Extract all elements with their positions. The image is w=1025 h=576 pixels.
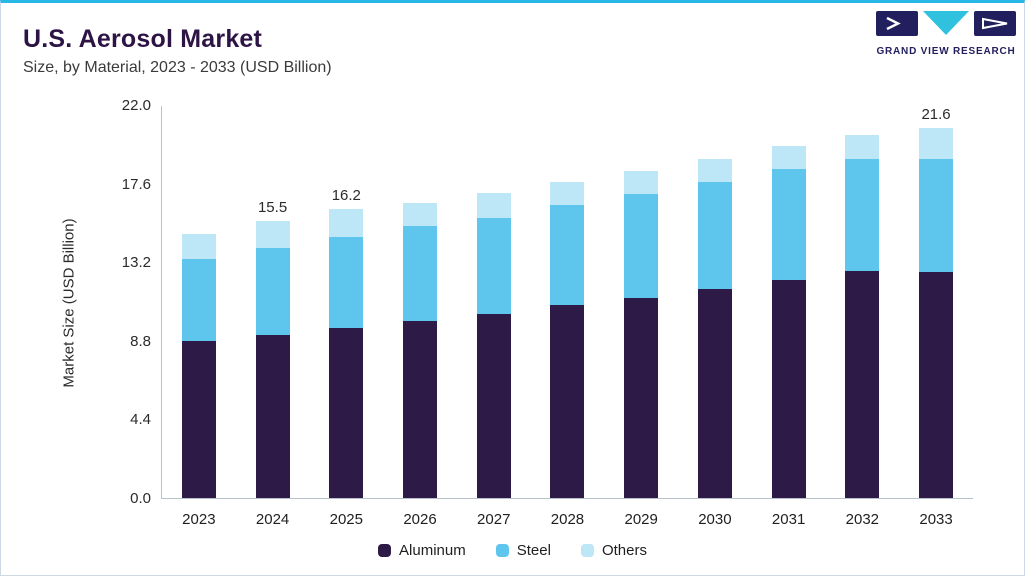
legend-item-others: Others <box>580 542 647 559</box>
bar-segment-others <box>919 128 954 159</box>
bar-segment-steel <box>771 169 806 281</box>
y-tick-label: 17.6 <box>121 175 151 193</box>
y-tick-label: 8.8 <box>130 332 151 350</box>
legend-item-steel: Steel <box>495 542 551 559</box>
bar-segment-aluminum <box>476 314 511 498</box>
bar-segment-others <box>550 181 585 206</box>
legend-label: Steel <box>516 542 551 559</box>
bar-segment-steel <box>329 237 364 329</box>
bar-value-label: 21.6 <box>921 106 951 123</box>
bar-segment-others <box>181 233 216 259</box>
chart-header: U.S. Aerosol Market Size, by Material, 2… <box>23 25 1002 77</box>
grand-view-research-logo: GRAND VIEW RESEARCH <box>872 11 1020 57</box>
legend-marker-icon <box>378 544 392 557</box>
y-tick-label: 13.2 <box>121 254 151 272</box>
legend-label: Aluminum <box>399 542 466 559</box>
bar-segment-others <box>697 158 732 182</box>
x-tick-label: 2032 <box>845 511 880 528</box>
bar-segment-others <box>476 192 511 218</box>
y-tick-label: 0.0 <box>130 490 151 507</box>
logo-mark-icon <box>876 11 1016 36</box>
bar-segment-steel <box>476 217 511 315</box>
plot-area: 2023 15.5 2024 16.2 2025 2026 2027 2028 2029 2030… <box>161 106 973 528</box>
bar-segment-aluminum <box>329 328 364 498</box>
bar-segment-steel <box>403 226 438 322</box>
bar-segment-steel <box>919 158 954 272</box>
x-tick-label: 2023 <box>182 511 216 528</box>
x-tick-label: 2029 <box>624 511 658 528</box>
chart-subtitle: Size, by Material, 2023 - 2033 (USD Bill… <box>23 59 332 76</box>
bar-2027: 2027 <box>476 106 511 528</box>
bar-segment-steel <box>845 158 880 272</box>
bar-segment-aluminum <box>771 280 806 498</box>
y-tick-label: 22.0 <box>121 97 151 114</box>
bar-segment-others <box>329 208 364 238</box>
bar-segment-others <box>403 203 438 227</box>
bar-segment-aluminum <box>697 289 732 498</box>
bar-2032: 2032 <box>845 106 880 528</box>
bar-segment-steel <box>697 181 732 289</box>
bar-value-label: 16.2 <box>331 186 361 204</box>
bar-value-label: 15.5 <box>257 199 288 217</box>
chart-title: U.S. Aerosol Market <box>23 25 263 53</box>
bar-2031: 2031 <box>771 106 806 528</box>
bar-segment-steel <box>624 194 659 298</box>
bar-segment-steel <box>181 258 216 341</box>
bar-segment-others <box>845 135 880 159</box>
bar-2028: 2028 <box>550 106 585 528</box>
x-tick-label: 2026 <box>403 511 437 528</box>
bar-segment-others <box>624 171 659 195</box>
x-tick-label: 2027 <box>477 511 511 528</box>
bar-2029: 2029 <box>624 106 659 528</box>
bar-segment-steel <box>255 247 290 336</box>
logo-text: GRAND VIEW RESEARCH <box>876 46 1016 57</box>
bar-2030: 2030 <box>697 106 732 528</box>
bar-segment-aluminum <box>845 271 880 498</box>
bar-segment-others <box>255 221 290 248</box>
bar-segment-aluminum <box>255 335 290 498</box>
bar-segment-aluminum <box>181 340 216 498</box>
x-tick-label: 2028 <box>550 511 585 528</box>
bar-segment-aluminum <box>624 297 659 498</box>
legend-label: Others <box>601 542 647 559</box>
bar-2023: 2023 <box>181 106 216 528</box>
legend-marker-icon <box>495 544 509 557</box>
bar-segment-aluminum <box>403 321 438 498</box>
x-tick-label: 2030 <box>698 511 732 528</box>
y-tick-label: 4.4 <box>130 411 151 429</box>
bar-segment-others <box>771 146 806 170</box>
bar-segment-aluminum <box>550 305 585 498</box>
bar-2025: 16.2 2025 <box>329 106 364 528</box>
bar-2024: 15.5 2024 <box>255 106 290 528</box>
chart-legend: Aluminum Steel Others <box>1 542 1024 559</box>
x-tick-label: 2025 <box>329 511 363 528</box>
x-tick-label: 2031 <box>771 511 806 528</box>
x-tick-label: 2033 <box>919 511 953 528</box>
bar-segment-steel <box>550 205 585 306</box>
legend-item-aluminum: Aluminum <box>378 542 466 559</box>
x-tick-label: 2024 <box>255 511 290 528</box>
bar-segment-aluminum <box>919 271 954 498</box>
bar-2033: 21.6 2033 <box>919 106 954 528</box>
bar-2026: 2026 <box>403 106 438 528</box>
y-axis-title: Market Size (USD Billion) <box>60 218 78 388</box>
legend-marker-icon <box>580 544 594 557</box>
